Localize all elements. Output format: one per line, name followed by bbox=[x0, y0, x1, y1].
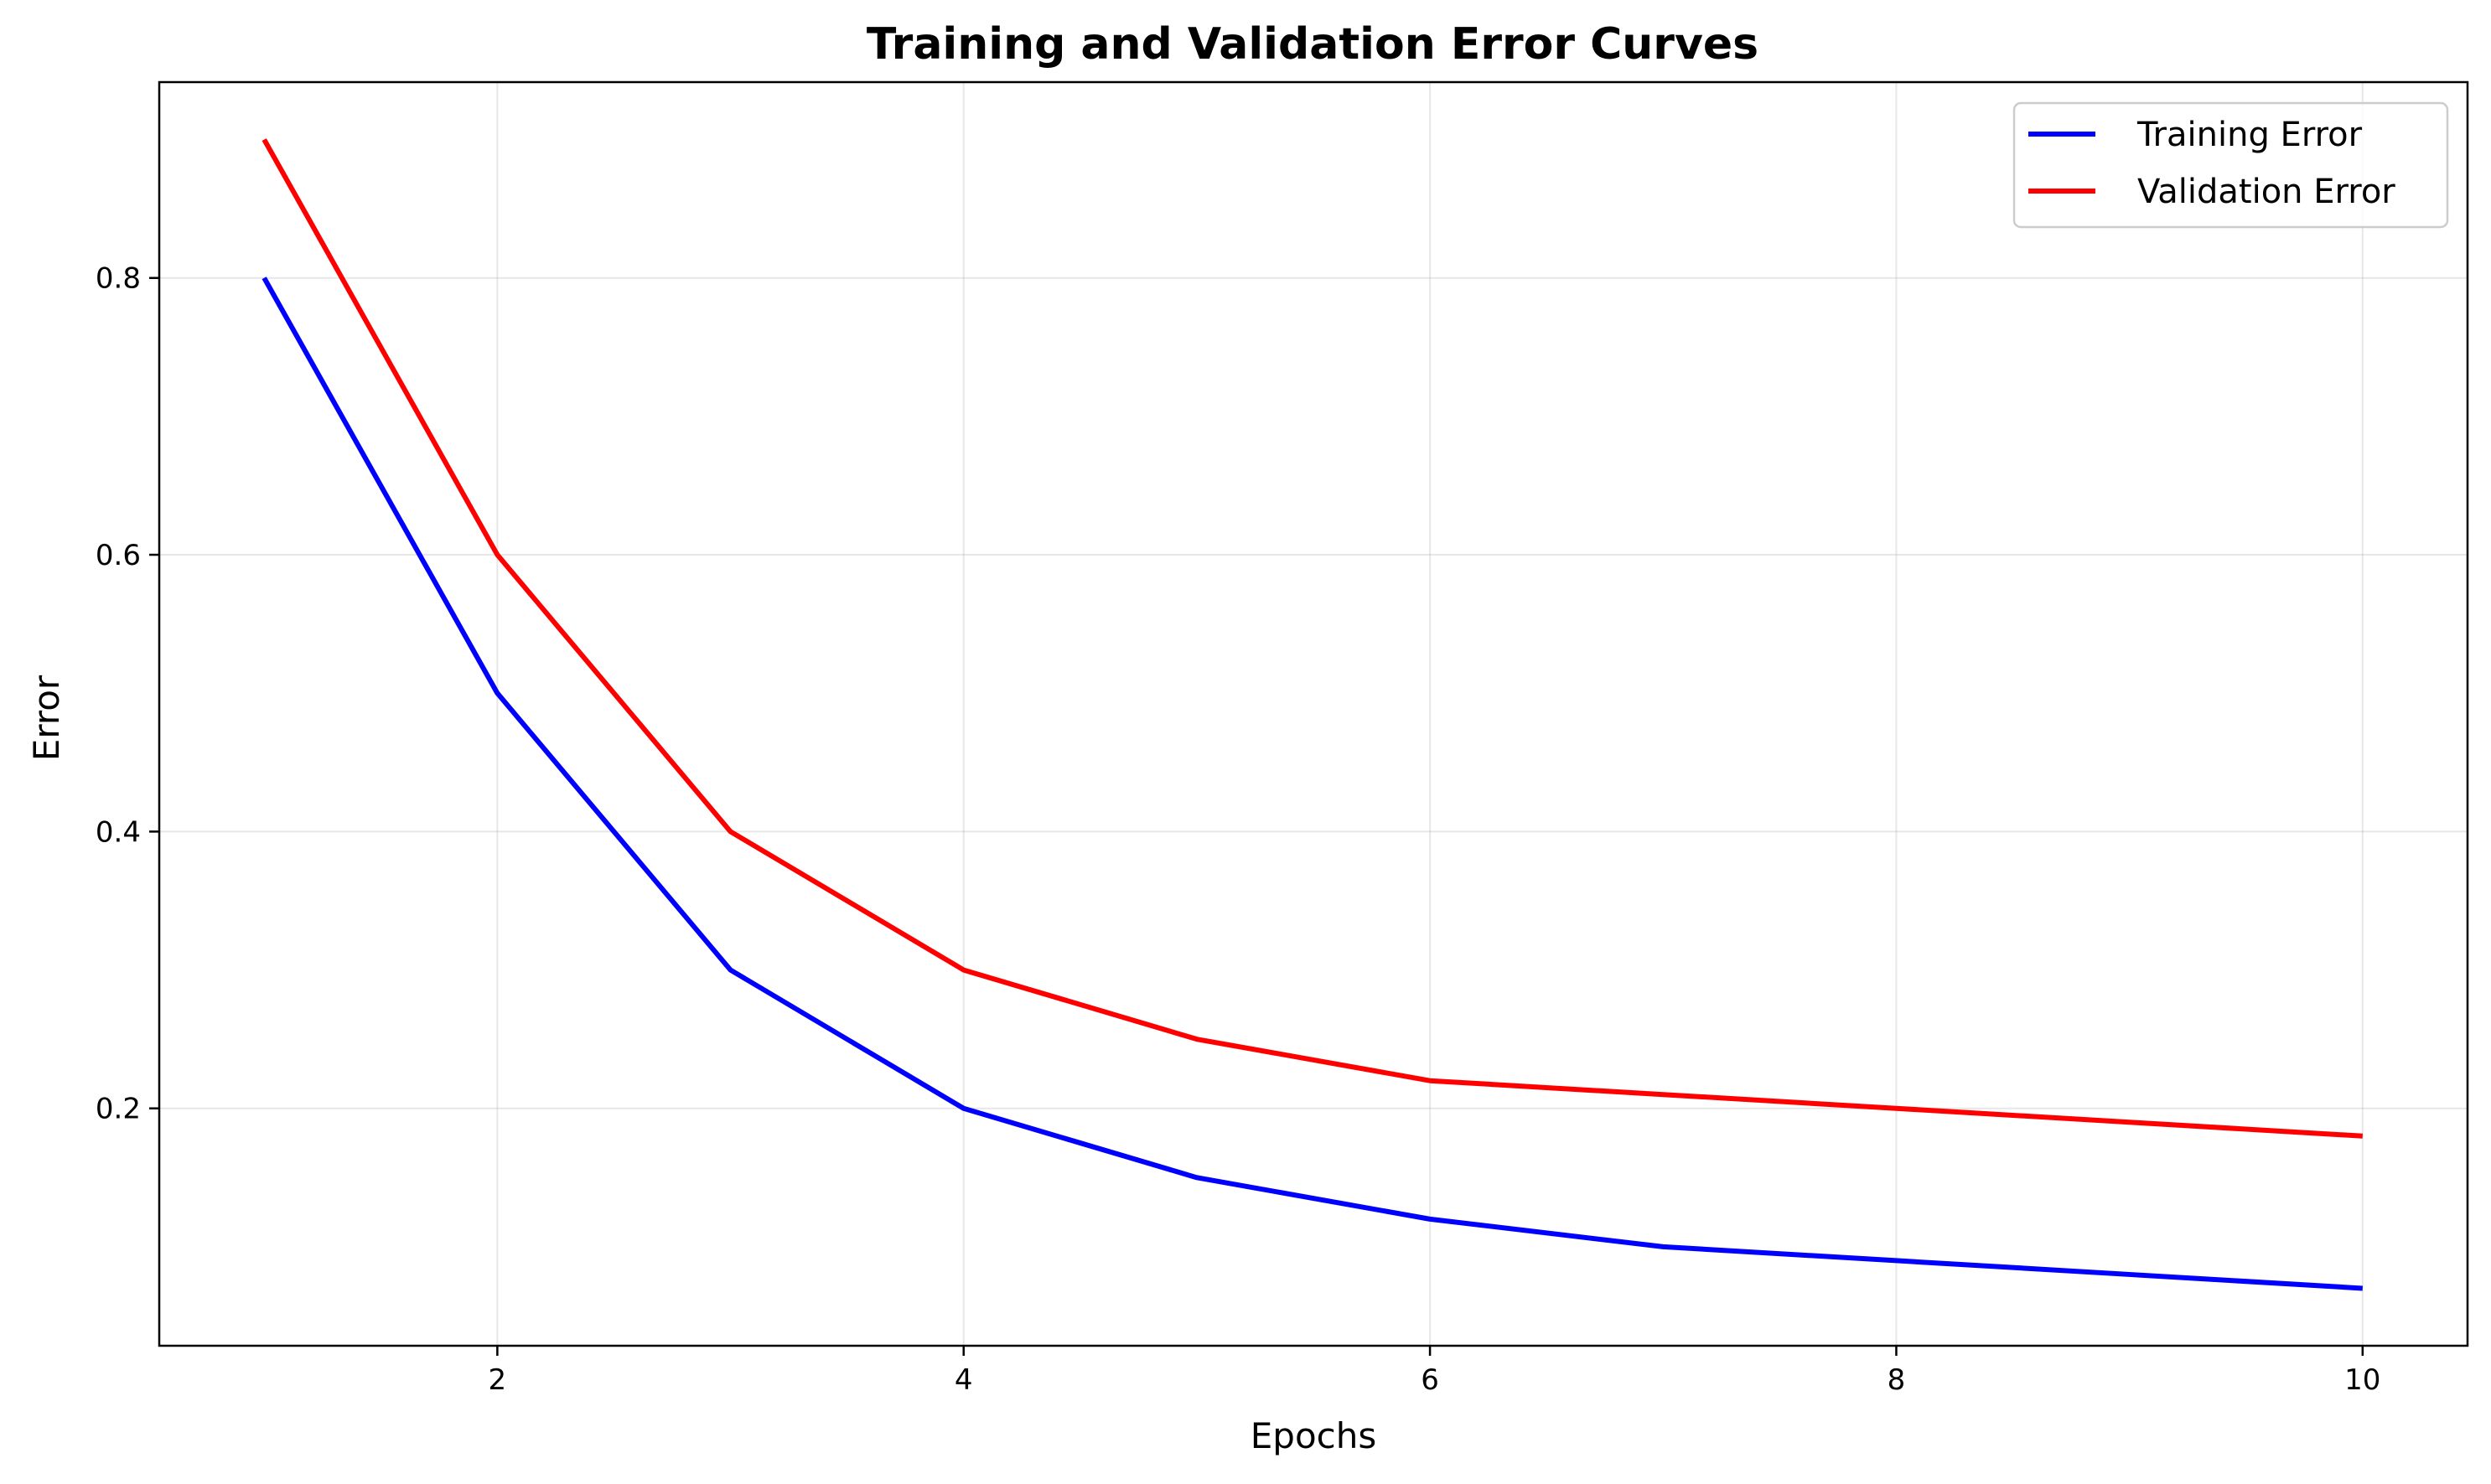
x-axis-label: Epochs bbox=[1251, 1415, 1377, 1456]
x-tick-label: 8 bbox=[1888, 1363, 1906, 1397]
x-tick-label: 2 bbox=[489, 1363, 507, 1397]
training-error-line bbox=[262, 277, 2363, 1291]
axis-ticks: 2 4 6 8 10 0.2 0.4 0.6 0.8 bbox=[96, 262, 2381, 1397]
x-tick-label: 10 bbox=[2344, 1363, 2380, 1397]
y-tick-label: 0.6 bbox=[96, 539, 141, 572]
x-tick-label: 6 bbox=[1421, 1363, 1439, 1397]
validation-error-line bbox=[262, 138, 2363, 1139]
plot-area-frame bbox=[158, 80, 2469, 1347]
y-tick-label: 0.8 bbox=[96, 262, 141, 296]
chart-title: Training and Validation Error Curves bbox=[867, 19, 1758, 70]
legend-box bbox=[2012, 101, 2449, 229]
y-tick-label: 0.4 bbox=[96, 815, 141, 849]
series-lines bbox=[262, 138, 2363, 1291]
y-tick-label: 0.2 bbox=[96, 1093, 141, 1126]
x-tick-label: 4 bbox=[955, 1363, 973, 1397]
y-axis-label: Error bbox=[26, 675, 67, 761]
grid bbox=[159, 82, 2468, 1346]
legend-label-training: Training Error bbox=[2136, 116, 2363, 154]
legend: Training Error Validation Error bbox=[2012, 101, 2449, 229]
legend-label-validation: Validation Error bbox=[2137, 173, 2395, 211]
